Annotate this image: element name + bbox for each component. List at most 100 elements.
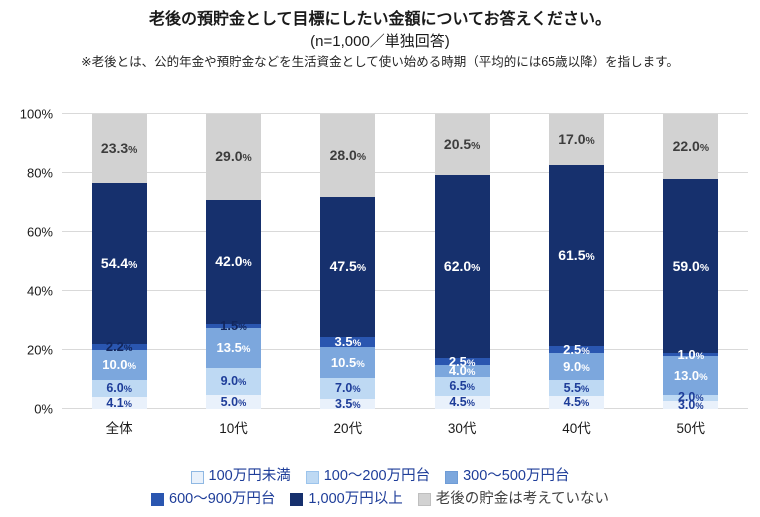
x-category-label: 40代 [562, 421, 591, 437]
gridline [62, 290, 748, 292]
chart-title: 老後の預貯金として目標にしたい金額についてお答えください。 [148, 11, 612, 28]
chart-header: 老後の預貯金として目標にしたい金額についてお答えください。 (n=1,000／単… [0, 0, 760, 70]
x-category-label: 30代 [447, 421, 477, 437]
y-axis: 0% 20% 40% 60% 80% 100% [0, 108, 62, 416]
y-tick-label: 40% [26, 283, 53, 299]
bar-segment: 2.0% [663, 391, 719, 404]
legend-swatch [445, 470, 459, 484]
bar-segment: 6.5% [434, 376, 490, 397]
chart-subtitle: (n=1,000／単独回答) [310, 32, 450, 50]
bar-slot: 4.5% 5.5% 9.0% 2.5% 61.5% 17.0% [519, 114, 633, 410]
x-axis-labels: 全体 10代 20代 30代 40代 50代 [62, 417, 748, 437]
segment-label: 10.5% [330, 355, 365, 371]
segment-label: 54.4% [100, 254, 138, 271]
bar-segment: 9.0% [548, 353, 604, 380]
legend-label: 1,000万円以上 [308, 490, 403, 507]
bar-slot: 3.0% 2.0% 13.0% 1.0% 59.0% 22.0% [634, 114, 748, 412]
bar-segment: 13.5% [205, 328, 261, 369]
legend-swatch [151, 492, 165, 506]
segment-label: 42.0% [215, 253, 252, 270]
segment-label: 3.5% [334, 334, 362, 350]
segment-label: 1.5% [220, 318, 247, 334]
y-tick-label: 80% [26, 165, 53, 181]
legend-label: 300～500万円台 [463, 468, 570, 485]
bar-slot: 4.5% 6.5% 4.0% 2.5% 62.0% 20.5% [405, 114, 519, 410]
bar-slot: 5.0% 9.0% 13.5% 1.5% 42.0% 29.0% [176, 114, 290, 410]
segment-label: 4.0% [448, 363, 476, 379]
bar-segment: 10.0% [91, 350, 147, 380]
segment-label: 4.5% [563, 395, 590, 410]
bar-10代: 5.0% 9.0% 13.5% 1.5% 42.0% 29.0% [205, 114, 261, 410]
y-tick-label: 0% [34, 401, 53, 417]
segment-label: 59.0% [672, 257, 710, 274]
bar-segment: 20.5% [434, 114, 490, 175]
bar-segment: 3.5% [320, 334, 376, 350]
x-category-label: 50代 [676, 421, 706, 437]
legend-item: 100万円未満 [190, 468, 291, 485]
bar-slot: 4.1% 6.0% 10.0% 2.2% 54.4% 23.3% [62, 114, 176, 410]
segment-label: 47.5% [329, 258, 367, 275]
legend-swatch [290, 492, 304, 506]
segment-label: 9.0% [220, 374, 247, 389]
y-tick-label: 100% [19, 106, 53, 122]
bar-segment: 54.4% [91, 183, 147, 344]
x-category-label: 10代 [219, 421, 248, 437]
legend-item: 老後の貯金は考えていない [417, 490, 609, 508]
segment-label: 17.0% [558, 130, 595, 147]
legend-label: 100万円未満 [208, 468, 291, 485]
plot-area: 4.1% 6.0% 10.0% 2.2% 54.4% 23.3% 5.0% 9.0% 13.5%… [62, 113, 748, 412]
segment-label: 29.0% [215, 148, 252, 165]
gridline [62, 172, 748, 174]
bar-segment: 4.5% [434, 395, 490, 410]
segment-label: 20.5% [443, 135, 481, 152]
bar-20代: 3.5% 7.0% 10.5% 3.5% 47.5% 28.0% [320, 114, 376, 410]
bar-segment: 62.0% [434, 174, 490, 358]
bar-segment: 10.5% [320, 347, 376, 379]
segment-label: 9.0% [563, 358, 590, 374]
bar-全体: 4.1% 6.0% 10.0% 2.2% 54.4% 23.3% [91, 114, 147, 410]
bar-segment: 3.0% [663, 397, 719, 412]
bar-segment: 2.5% [434, 355, 490, 368]
bar-segment: 1.0% [663, 348, 719, 361]
y-tick-label: 20% [26, 342, 53, 358]
legend-swatch [417, 492, 431, 506]
bar-segment: 9.0% [205, 368, 261, 395]
legend-item: 300～500万円台 [445, 468, 569, 485]
stacked-bar-chart: 0% 20% 40% 60% 80% 100% 4.1% 6.0% 10.0% 2.2% 54.4… [0, 108, 760, 437]
segment-label: 2.0% [677, 390, 704, 405]
gridline [62, 231, 748, 233]
gridline [62, 113, 748, 115]
legend-label: 100～200万円台 [323, 468, 431, 485]
legend-row: 600～900万円台 1,000万円以上 老後の貯金は考えていない [0, 491, 760, 508]
bar-segment: 4.1% [91, 397, 147, 410]
bar-40代: 4.5% 5.5% 9.0% 2.5% 61.5% 17.0% [548, 114, 604, 410]
bar-segment: 61.5% [548, 164, 604, 346]
bar-segment: 13.0% [663, 356, 719, 395]
bar-segment: 4.5% [548, 395, 604, 410]
bar-segment: 4.0% [434, 363, 490, 379]
segment-label: 13.5% [216, 340, 251, 356]
bar-segment: 47.5% [320, 196, 376, 338]
segment-label: 7.0% [335, 381, 361, 396]
legend-label: 老後の貯金は考えていない [435, 490, 609, 507]
segment-label: 5.0% [220, 394, 247, 409]
bar-segment: 17.0% [548, 114, 604, 165]
segment-label: 22.0% [672, 138, 710, 155]
bar-30代: 4.5% 6.5% 4.0% 2.5% 62.0% 20.5% [434, 114, 490, 410]
bar-segment: 5.0% [205, 394, 261, 410]
segment-label: 5.5% [563, 380, 590, 395]
bar-segment: 5.5% [548, 379, 604, 397]
legend-item: 1,000万円以上 [290, 490, 403, 508]
segment-label: 6.5% [449, 379, 475, 394]
bar-segment: 6.0% [91, 379, 147, 398]
x-category-label: 全体 [105, 421, 133, 437]
segment-label: 4.5% [449, 395, 475, 410]
bar-segment: 59.0% [663, 179, 719, 354]
segment-label: 2.2% [105, 339, 133, 355]
segment-label: 1.0% [677, 346, 705, 362]
segment-label: 3.0% [677, 397, 704, 412]
bar-segment: 7.0% [320, 378, 376, 400]
chart-footnote: ※老後とは、公的年金や預貯金などを生活資金として使い始める時期（平均的には65歳… [81, 55, 679, 70]
bar-segment: 2.2% [91, 340, 147, 353]
bar-segment: 28.0% [320, 114, 376, 197]
